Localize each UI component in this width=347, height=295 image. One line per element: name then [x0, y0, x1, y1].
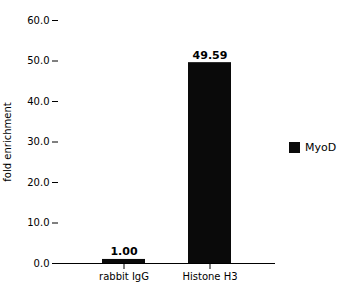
svg-text:20.0: 20.0 [27, 177, 49, 188]
svg-text:rabbit IgG: rabbit IgG [99, 271, 149, 282]
svg-text:Histone H3: Histone H3 [182, 271, 237, 282]
svg-text:10.0: 10.0 [27, 217, 49, 228]
html-text:MyoD: MyoD [305, 141, 337, 154]
svg-text:49.59: 49.59 [193, 49, 228, 62]
svg-text:0.0: 0.0 [34, 258, 50, 269]
svg-text:60.0: 60.0 [27, 15, 49, 26]
svg-text:1.00: 1.00 [110, 245, 137, 258]
svg-text:fold enrichment: fold enrichment [2, 102, 13, 181]
svg-text:50.0: 50.0 [27, 55, 49, 66]
svg-text:40.0: 40.0 [27, 96, 49, 107]
svg-text:30.0: 30.0 [27, 136, 49, 147]
